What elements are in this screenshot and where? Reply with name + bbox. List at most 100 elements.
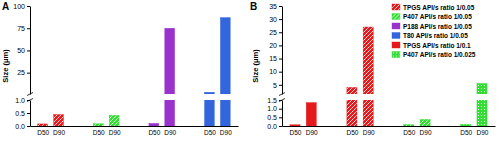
tick-mark [27, 28, 30, 29]
tick: D90 [53, 126, 65, 136]
bar [404, 125, 414, 126]
tick: 0.0 [15, 123, 30, 130]
y-axis-upper: 5 10 15 20 25 30 35 [269, 3, 282, 95]
tick: 1.0 [15, 97, 30, 104]
bars-lower [290, 100, 487, 126]
tick-label: 0.5 [267, 114, 277, 121]
tick-label: 50 [17, 47, 25, 54]
legend-swatch [392, 4, 400, 10]
y-axis-title: Size (μm) [251, 49, 260, 83]
tick-mark [279, 6, 282, 7]
y-axis-title: Size (μm) [1, 49, 10, 83]
tick-mark [279, 32, 282, 33]
tick: 20 [269, 42, 282, 49]
y-axis-lower: 0.0 0.5 1.01.5 [267, 97, 282, 130]
axis-line [282, 101, 283, 127]
legend-label: P407 API/s ratio 1/0.05 [403, 13, 472, 20]
tick: 1.5 [267, 97, 282, 104]
tick-mark [279, 109, 282, 110]
tick: 100 [13, 3, 30, 10]
tick: 25 [17, 69, 30, 76]
legend-swatch [392, 52, 400, 58]
tick-label: D50 [346, 129, 358, 136]
tick-label: 0.5 [15, 110, 25, 117]
tick: 0.5 [267, 114, 282, 121]
tick-label: D50 [93, 129, 105, 136]
axis-line [30, 101, 31, 127]
tick-label: D90 [363, 129, 375, 136]
bar [290, 125, 300, 126]
tick-label: D90 [220, 129, 232, 136]
bar [165, 28, 175, 94]
tick-label: 1.0 [267, 105, 277, 112]
tick: D50 [460, 126, 472, 136]
tick-label: D50 [148, 129, 160, 136]
tick: D50 [93, 126, 105, 136]
tick: 35 [269, 3, 282, 10]
axis-line [31, 126, 239, 127]
bar [477, 83, 487, 94]
tick-label: D50 [204, 129, 216, 136]
legend-label: P188 API/s ratio 1/0.05 [403, 23, 472, 30]
axis-line [283, 126, 496, 127]
legend-swatch [392, 42, 400, 48]
tick: D90 [420, 126, 432, 136]
tick: 0.0 [267, 123, 282, 130]
panel-label: B [250, 1, 257, 12]
legend-label: TPGS API/s ratio 1/0.1 [403, 42, 471, 49]
tick-label: 25 [17, 69, 25, 76]
panel-label: A [2, 1, 9, 12]
axis-break [279, 93, 285, 96]
panel: 0.0 0.5 1.01.5 5 10 15 20 25 30 35 D50 D90 D50 D90 D50… [250, 0, 496, 136]
tick-label: D90 [477, 129, 489, 136]
tick-label: 30 [269, 16, 277, 23]
tick-mark [279, 59, 282, 60]
tick: D50 [37, 126, 49, 136]
bar [204, 92, 214, 94]
tick-mark [27, 6, 30, 7]
tick-mark [27, 126, 30, 127]
tick-label: 20 [269, 42, 277, 49]
tick: D90 [164, 126, 176, 136]
bars-upper [347, 27, 487, 94]
x-axis: D50 D90 D50 D90 D50 D90 D50 D90 [31, 126, 239, 136]
tick-mark [279, 19, 282, 20]
tick-label: 25 [269, 29, 277, 36]
bar [165, 100, 175, 126]
tick-mark [27, 73, 30, 74]
legend-label: T80 API/s ratio 1/0.05 [403, 32, 468, 39]
tick-label: 75 [17, 25, 25, 32]
y-axis-upper: 25 50 75 100 [13, 3, 30, 95]
tick: D90 [109, 126, 121, 136]
y-axis-lower: 0.0 0.5 1.0 [15, 97, 30, 130]
tick-label: 10 [269, 68, 277, 75]
tick: 5 [273, 82, 282, 89]
tick: D50 [403, 126, 415, 136]
axis-line [30, 7, 31, 95]
tick-mark [279, 126, 282, 127]
tick: D90 [477, 126, 489, 136]
legend-item: P188 API/s ratio 1/0.05 [392, 23, 472, 30]
tick-label: 5 [273, 82, 277, 89]
tick: D50 [204, 126, 216, 136]
tick-label: D90 [53, 129, 65, 136]
tick-label: D50 [460, 129, 472, 136]
legend-item: TPGS API/s ratio 1/0.05 [392, 4, 475, 11]
legend-swatch [392, 14, 400, 20]
tick: D90 [363, 126, 375, 136]
legend-label: P407 API/s ratio 1/0.025 [403, 51, 476, 58]
bars-upper [165, 18, 230, 94]
panel: 0.00.51.0255075100D50D90D50D90D50D90D50D… [1, 0, 239, 136]
bar [363, 100, 373, 126]
bar [93, 124, 103, 126]
tick-mark [279, 117, 282, 118]
figure: 0.00.51.0255075100D50D90D50D90D50D90D50D… [0, 0, 500, 142]
tick: 50 [17, 47, 30, 54]
legend-swatch [392, 33, 400, 39]
tick: D50 [148, 126, 160, 136]
bar [220, 18, 230, 94]
tick-label: D50 [37, 129, 49, 136]
tick-label: 1.5 [267, 97, 277, 104]
tick-label: 15 [269, 55, 277, 62]
legend-item: P407 API/s ratio 1/0.025 [392, 51, 476, 58]
